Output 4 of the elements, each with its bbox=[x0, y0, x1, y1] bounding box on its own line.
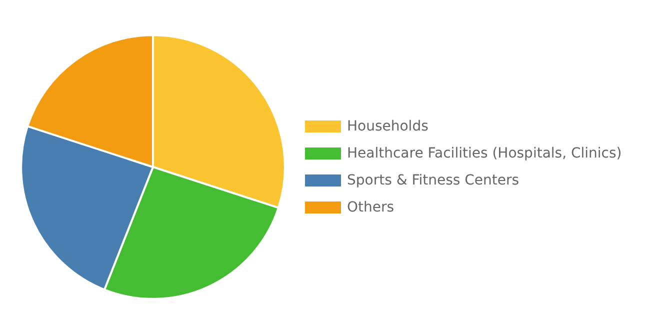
legend-label: Households bbox=[347, 118, 428, 134]
legend-label: Others bbox=[347, 200, 394, 216]
legend-label: Healthcare Facilities (Hospitals, Clinics) bbox=[347, 146, 622, 162]
legend-label: Sports & Fitness Centers bbox=[347, 172, 520, 188]
